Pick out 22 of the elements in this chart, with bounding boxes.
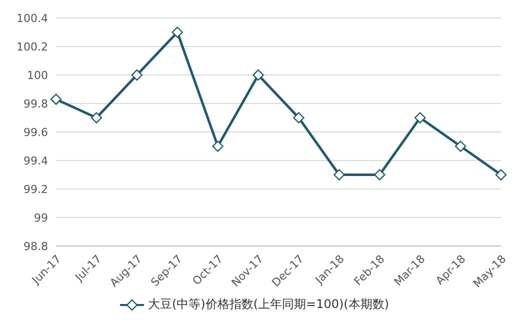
y-tick-label: 98.8 [24, 240, 48, 253]
point [172, 26, 183, 38]
point [454, 140, 466, 152]
point [252, 69, 264, 81]
y-tick-label: 100.2 [16, 40, 48, 54]
y-tick-label: 100 [27, 68, 48, 82]
point [131, 69, 143, 81]
point [212, 140, 224, 152]
y-tick-label: 100.4 [16, 12, 48, 25]
point [495, 169, 507, 180]
y-tick-label: 99.2 [24, 182, 48, 196]
point [50, 94, 62, 105]
point [414, 112, 426, 124]
legend-label: 大豆(中等)价格指数(上年同期=100)(本期数) [146, 296, 390, 313]
point [374, 169, 386, 180]
point [90, 112, 102, 124]
point [293, 112, 304, 124]
y-tick-label: 99.6 [24, 126, 48, 139]
y-tick-label: 99.8 [24, 97, 48, 110]
point [334, 169, 345, 180]
y-tick-label: 99 [34, 211, 48, 224]
y-tick-label: 99.4 [24, 154, 48, 168]
